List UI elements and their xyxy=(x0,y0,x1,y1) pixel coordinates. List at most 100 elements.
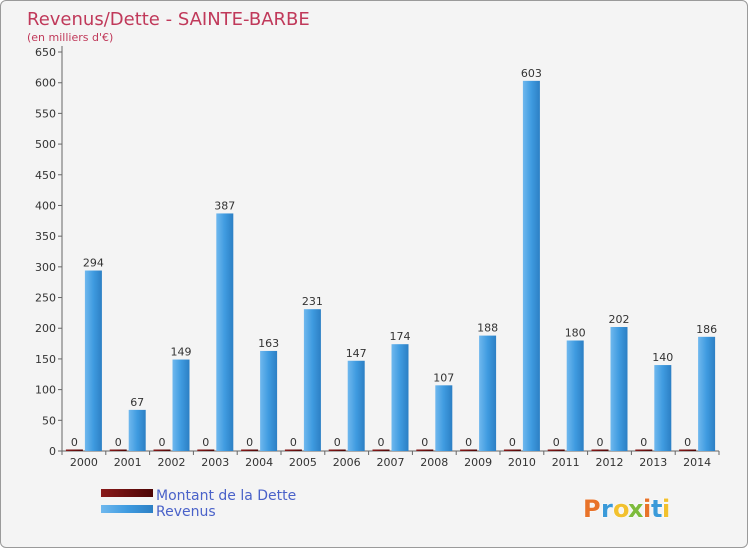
y-tick-label: 500 xyxy=(35,138,56,151)
dette-bar xyxy=(328,449,346,451)
dette-bar xyxy=(460,449,478,451)
dette-bar xyxy=(547,449,565,451)
x-axis: 2000 2001 2002 2003 2004 2005 2006 2007 2008 2009… xyxy=(61,450,720,469)
y-tick-label: 600 xyxy=(35,77,56,90)
revenus-value-label: 231 xyxy=(302,295,323,308)
x-tick-label: 2008 xyxy=(420,456,448,469)
revenus-value-label: 186 xyxy=(696,323,717,336)
x-tick-label: 2007 xyxy=(377,456,405,469)
y-tick-label: 450 xyxy=(35,169,56,182)
revenus-bar xyxy=(435,385,453,451)
logo-letter: x xyxy=(628,495,644,523)
bars: 0 294 0 67 0 149 0 387 0 163 0 231 0 147 0 174 0 107 0 188 0… xyxy=(65,67,717,451)
x-tick-label: 2003 xyxy=(201,456,229,469)
y-tick-label: 0 xyxy=(49,445,56,458)
logo-letter: P xyxy=(583,495,601,523)
logo-letter: r xyxy=(601,495,613,523)
revenus-value-label: 202 xyxy=(609,313,630,326)
revenus-bar xyxy=(698,336,716,451)
revenus-value-label: 140 xyxy=(652,351,673,364)
revenus-value-label: 603 xyxy=(521,67,542,80)
dette-bar xyxy=(197,449,215,451)
y-tick-label: 150 xyxy=(35,353,56,366)
x-tick-label: 2012 xyxy=(596,456,624,469)
legend: Montant de la Dette Revenus xyxy=(101,488,296,520)
dette-bar xyxy=(635,449,653,451)
x-tick-label: 2002 xyxy=(158,456,186,469)
legend-label-revenus: Revenus xyxy=(156,504,216,520)
dette-value-label: 0 xyxy=(246,436,253,449)
dette-bar xyxy=(503,449,521,451)
legend-label-dette: Montant de la Dette xyxy=(156,488,296,504)
dette-bar xyxy=(241,449,259,451)
chart-title: Revenus/Dette - SAINTE-BARBE xyxy=(27,9,310,30)
y-tick-label: 300 xyxy=(35,261,56,274)
dette-value-label: 0 xyxy=(553,436,560,449)
logo-letter: i xyxy=(662,495,670,523)
y-tick-label: 100 xyxy=(35,384,56,397)
dette-value-label: 0 xyxy=(684,436,691,449)
x-tick-label: 2009 xyxy=(464,456,492,469)
dette-bar xyxy=(591,449,609,451)
dette-bar xyxy=(679,449,697,451)
dette-value-label: 0 xyxy=(378,436,385,449)
revenus-value-label: 188 xyxy=(477,322,498,335)
dette-value-label: 0 xyxy=(115,436,122,449)
y-tick-label: 350 xyxy=(35,230,56,243)
revenus-bar xyxy=(84,270,102,451)
dette-bar xyxy=(372,449,390,451)
dette-bar xyxy=(109,449,127,451)
x-tick-label: 2014 xyxy=(683,456,711,469)
x-tick-label: 2013 xyxy=(639,456,667,469)
dette-value-label: 0 xyxy=(421,436,428,449)
x-tick-label: 2011 xyxy=(552,456,580,469)
revenus-value-label: 107 xyxy=(433,371,454,384)
revenus-value-label: 67 xyxy=(130,396,144,409)
dette-bar xyxy=(416,449,434,451)
y-tick-label: 400 xyxy=(35,199,56,212)
dette-value-label: 0 xyxy=(290,436,297,449)
logo-letter: o xyxy=(613,495,630,523)
revenus-value-label: 149 xyxy=(171,346,192,359)
revenus-bar xyxy=(128,409,146,451)
revenus-value-label: 163 xyxy=(258,337,279,350)
x-tick-label: 2000 xyxy=(70,456,98,469)
dette-value-label: 0 xyxy=(640,436,647,449)
revenus-bar xyxy=(566,340,584,451)
revenus-bar xyxy=(391,344,409,451)
dette-value-label: 0 xyxy=(202,436,209,449)
y-tick-label: 550 xyxy=(35,107,56,120)
y-tick-label: 650 xyxy=(35,46,56,59)
x-tick-label: 2004 xyxy=(245,456,273,469)
revenus-bar xyxy=(479,335,497,451)
logo-letter: i xyxy=(643,495,651,523)
revenus-value-label: 174 xyxy=(390,330,411,343)
revenus-bar xyxy=(260,350,278,451)
legend-swatch-revenus xyxy=(101,505,153,513)
dette-bar xyxy=(65,449,83,451)
logo-letter: t xyxy=(651,495,662,523)
revenus-bar xyxy=(216,213,234,451)
x-tick-label: 2010 xyxy=(508,456,536,469)
dette-value-label: 0 xyxy=(597,436,604,449)
y-tick-label: 50 xyxy=(42,414,56,427)
dette-value-label: 0 xyxy=(509,436,516,449)
dette-value-label: 0 xyxy=(334,436,341,449)
revenus-value-label: 294 xyxy=(83,257,104,270)
revenus-value-label: 387 xyxy=(214,199,235,212)
x-tick-label: 2005 xyxy=(289,456,317,469)
dette-bar xyxy=(284,449,302,451)
dette-value-label: 0 xyxy=(159,436,166,449)
revenus-value-label: 180 xyxy=(565,327,586,340)
y-tick-label: 200 xyxy=(35,322,56,335)
x-tick-label: 2006 xyxy=(333,456,361,469)
revenus-bar xyxy=(610,327,628,451)
dette-bar xyxy=(153,449,171,451)
dette-value-label: 0 xyxy=(465,436,472,449)
dette-value-label: 0 xyxy=(71,436,78,449)
revenus-bar xyxy=(303,309,321,451)
revenus-bar xyxy=(347,360,365,451)
revenus-bar xyxy=(522,80,540,451)
